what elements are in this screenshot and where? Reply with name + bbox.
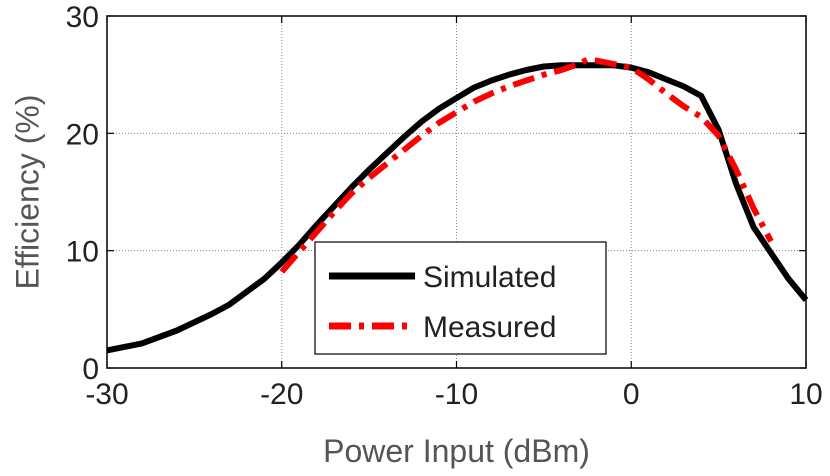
x-tick-label: 10 (789, 378, 822, 411)
x-tick-label: -10 (435, 378, 478, 411)
legend-label-simulated: Simulated (423, 261, 556, 294)
y-tick-labels: 0 10 20 30 (66, 1, 99, 386)
legend: Simulated Measured (314, 241, 607, 355)
x-tick-label: -20 (260, 378, 303, 411)
y-tick-label: 10 (66, 236, 99, 269)
tick-marks (106, 15, 807, 369)
y-tick-label: 0 (82, 353, 99, 386)
x-axis-label: Power Input (dBm) (323, 433, 590, 469)
legend-box (314, 241, 607, 355)
x-tick-label: 0 (623, 378, 640, 411)
x-tick-labels: -30 -20 -10 0 10 (85, 378, 822, 411)
grid-lines (107, 16, 806, 368)
y-axis-label: Efficiency (%) (9, 94, 45, 289)
series-line-simulated (106, 62, 809, 354)
x-tick-label: -30 (85, 378, 128, 411)
series-line-measured (279, 56, 774, 274)
legend-label-measured: Measured (423, 311, 556, 344)
series-lines (106, 56, 809, 354)
y-tick-label: 20 (66, 118, 99, 151)
y-tick-label: 30 (66, 1, 99, 34)
